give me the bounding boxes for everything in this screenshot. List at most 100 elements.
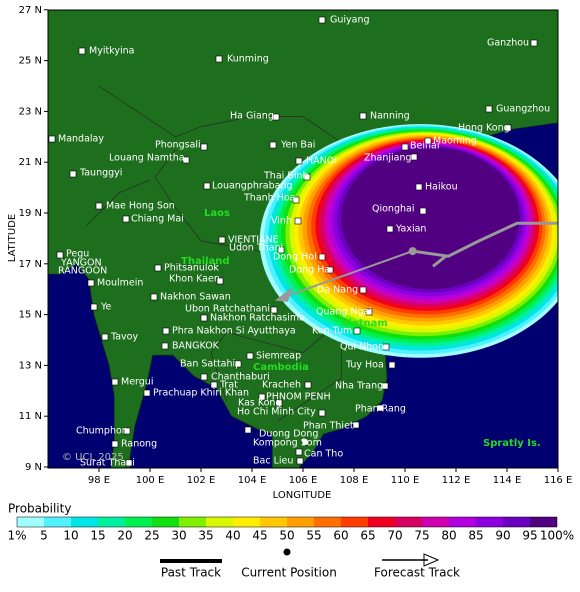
city-marker (123, 216, 129, 222)
city-marker (201, 374, 207, 380)
city-label: Tuy Hoa (345, 360, 384, 371)
city-label: Mandalay (58, 134, 104, 145)
city-label: Qui Nhon (340, 342, 384, 353)
city-label: HANOI (306, 156, 337, 167)
city-label: Vinh (271, 216, 292, 227)
city-marker (296, 158, 302, 164)
legend-swatch (449, 517, 476, 527)
city-marker (144, 390, 150, 396)
legend-swatch (476, 517, 503, 527)
city-label: Ranong (121, 439, 157, 450)
city-label: Prachuap Khiri Khan (153, 388, 249, 399)
city-marker (305, 382, 311, 388)
x-tick-label: 110 E (391, 475, 420, 486)
city-label: Ban Sattahip (180, 359, 241, 370)
city-marker (270, 142, 276, 148)
city-marker (88, 280, 94, 286)
city-marker (96, 203, 102, 209)
city-label: Louang Namtha (109, 153, 185, 164)
legend-label: 50 (279, 529, 294, 543)
city-label: Louangphrabang (212, 181, 293, 192)
city-marker (420, 208, 426, 214)
legend-label: 80 (441, 529, 456, 543)
y-tick-label: 21 N (19, 157, 42, 168)
region-label: Spratly Is. (483, 438, 541, 449)
legend-swatch (206, 517, 233, 527)
city-label: Nanning (370, 111, 410, 122)
legend-label: 100% (540, 529, 574, 543)
city-marker (216, 56, 222, 62)
legend-swatch (98, 517, 125, 527)
track-legend-label: Past Track (161, 566, 221, 580)
legend-swatch (530, 517, 557, 527)
y-tick-label: 19 N (19, 208, 42, 219)
legend-title: Probability (8, 502, 71, 516)
city-label: Tavoy (110, 332, 138, 343)
x-tick-label: 104 E (238, 475, 267, 486)
city-label: Da Nang (317, 285, 358, 296)
y-tick-label: 17 N (19, 259, 42, 270)
city-label: Mae Hong Son (106, 201, 175, 212)
city-label: Quang Ngai (316, 307, 372, 318)
city-label: Nakhon Sawan (160, 292, 231, 303)
city-label: Moulmein (97, 278, 143, 289)
city-marker (319, 17, 325, 23)
city-marker (49, 136, 55, 142)
city-label: Chiang Mai (131, 214, 184, 225)
legend-swatch (233, 517, 260, 527)
region-label: Thailand (181, 256, 230, 267)
city-label: Siemreap (256, 351, 301, 362)
city-marker (102, 334, 108, 340)
city-label: Khon Kaen (169, 274, 220, 285)
city-marker (151, 294, 157, 300)
city-label: Ha Giang (230, 111, 274, 122)
legend-swatch (422, 517, 449, 527)
city-marker (247, 353, 253, 359)
city-label: Myitkyina (89, 46, 134, 57)
legend-swatch (44, 517, 71, 527)
legend-swatch (260, 517, 287, 527)
x-tick-label: 98 E (88, 475, 110, 486)
city-label: Yaxian (395, 224, 426, 235)
city-label: Kompong Som (253, 438, 322, 449)
city-marker (273, 114, 279, 120)
track-legend-label: Forecast Track (374, 566, 460, 580)
city-marker (219, 237, 225, 243)
legend-label: 10 (63, 529, 78, 543)
legend-swatch (503, 517, 530, 527)
city-label: Chumphon (76, 426, 128, 437)
legend-label: 75 (414, 529, 429, 543)
city-marker (297, 458, 303, 464)
legend-label: 65 (360, 529, 375, 543)
legend-swatch (314, 517, 341, 527)
y-axis-title: LATITUDE (7, 214, 18, 262)
legend-label: 25 (144, 529, 159, 543)
city-marker (91, 304, 97, 310)
legend-label: 55 (306, 529, 321, 543)
city-marker (319, 410, 325, 416)
city-marker (70, 171, 76, 177)
copyright: © UCL 2025 (62, 452, 124, 463)
legend-swatch (341, 517, 368, 527)
legend-label: 15 (90, 529, 105, 543)
x-tick-label: 106 E (289, 475, 318, 486)
x-tick-label: 114 E (493, 475, 522, 486)
city-label: Nha Trang (335, 381, 383, 392)
city-label: Can Tho (304, 449, 343, 460)
city-label: Guiyang (330, 15, 370, 26)
legend-label: 60 (333, 529, 348, 543)
legend-swatch (152, 517, 179, 527)
city-marker (416, 184, 422, 190)
city-label: Nakhon Ratchasima (210, 313, 305, 324)
city-label: Haikou (425, 182, 458, 193)
city-label: Hong Kong (458, 123, 510, 134)
city-label: Phra Nakhon Si Ayutthaya (172, 326, 296, 337)
city-marker (155, 265, 161, 271)
current-position-sample (284, 549, 291, 556)
city-marker (245, 427, 251, 433)
x-tick-label: 112 E (442, 475, 471, 486)
region-label: Vietnam (341, 318, 388, 329)
city-label: Yen Bai (280, 140, 315, 151)
legend-label: 1% (7, 529, 26, 543)
city-marker (112, 441, 118, 447)
